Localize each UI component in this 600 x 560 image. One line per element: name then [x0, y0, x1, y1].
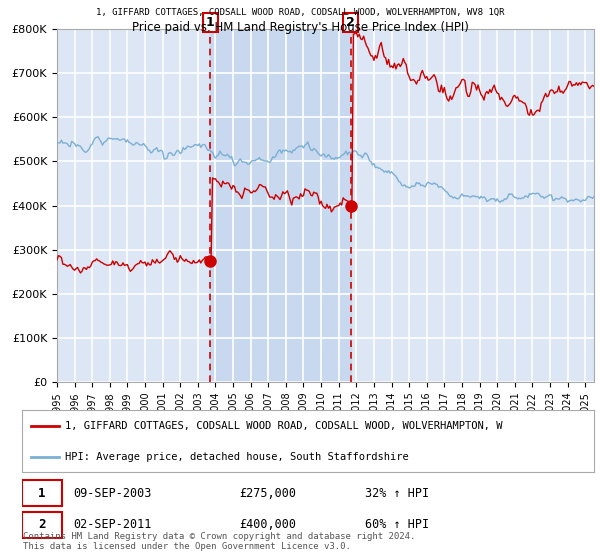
Text: 1, GIFFARD COTTAGES, CODSALL WOOD ROAD, CODSALL WOOD, WOLVERHAMPTON, W: 1, GIFFARD COTTAGES, CODSALL WOOD ROAD, …: [65, 421, 502, 431]
Text: 1: 1: [38, 487, 46, 500]
Text: 2: 2: [38, 519, 46, 531]
Text: Contains HM Land Registry data © Crown copyright and database right 2024.
This d: Contains HM Land Registry data © Crown c…: [23, 531, 415, 551]
Text: 1, GIFFARD COTTAGES, CODSALL WOOD ROAD, CODSALL WOOD, WOLVERHAMPTON, WV8 1QR: 1, GIFFARD COTTAGES, CODSALL WOOD ROAD, …: [96, 8, 504, 17]
Text: £400,000: £400,000: [239, 519, 296, 531]
Text: Price paid vs. HM Land Registry's House Price Index (HPI): Price paid vs. HM Land Registry's House …: [131, 21, 469, 34]
Text: 60% ↑ HPI: 60% ↑ HPI: [365, 519, 430, 531]
FancyBboxPatch shape: [22, 480, 62, 506]
Bar: [210, 29, 350, 382]
Text: 1: 1: [206, 16, 214, 29]
FancyBboxPatch shape: [22, 512, 62, 538]
Text: 09-SEP-2003: 09-SEP-2003: [73, 487, 152, 500]
Text: HPI: Average price, detached house, South Staffordshire: HPI: Average price, detached house, Sout…: [65, 451, 409, 461]
Text: 2: 2: [346, 16, 355, 29]
Text: £275,000: £275,000: [239, 487, 296, 500]
Text: 32% ↑ HPI: 32% ↑ HPI: [365, 487, 430, 500]
Text: 02-SEP-2011: 02-SEP-2011: [73, 519, 152, 531]
